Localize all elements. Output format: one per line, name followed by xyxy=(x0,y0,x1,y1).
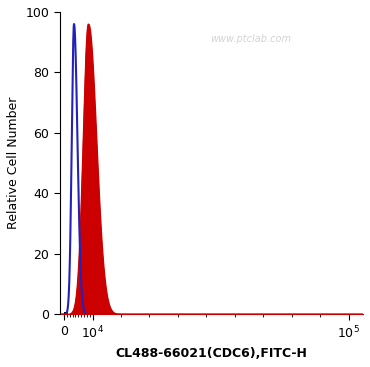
Y-axis label: Relative Cell Number: Relative Cell Number xyxy=(7,97,20,229)
X-axis label: CL488-66021(CDC6),FITC-H: CL488-66021(CDC6),FITC-H xyxy=(115,347,307,360)
Text: www.ptclab.com: www.ptclab.com xyxy=(211,34,291,44)
